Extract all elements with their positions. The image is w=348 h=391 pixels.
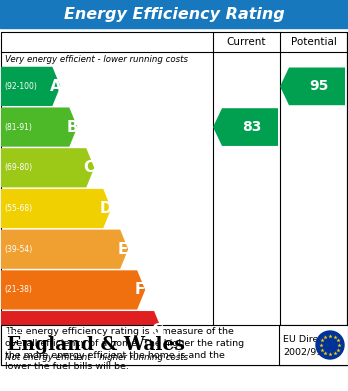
Text: (1-20): (1-20) (4, 326, 27, 335)
Text: (21-38): (21-38) (4, 285, 32, 294)
Polygon shape (1, 311, 162, 350)
Bar (279, 325, 348, 365)
Text: (92-100): (92-100) (4, 82, 37, 91)
Text: EU Directive: EU Directive (283, 334, 341, 344)
Text: Energy Efficiency Rating: Energy Efficiency Rating (64, 7, 284, 22)
Text: (69-80): (69-80) (4, 163, 32, 172)
Text: Not energy efficient - higher running costs: Not energy efficient - higher running co… (5, 353, 188, 362)
Polygon shape (1, 148, 94, 187)
Text: 95: 95 (309, 79, 329, 93)
Text: (55-68): (55-68) (4, 204, 32, 213)
Text: 83: 83 (242, 120, 262, 134)
Text: F: F (135, 282, 145, 298)
Polygon shape (1, 108, 77, 147)
Text: England & Wales: England & Wales (7, 336, 185, 354)
Text: Very energy efficient - lower running costs: Very energy efficient - lower running co… (5, 54, 188, 63)
Text: Potential: Potential (291, 37, 337, 47)
Polygon shape (280, 68, 345, 105)
Text: Current: Current (227, 37, 266, 47)
Bar (0, 0, 348, 28)
Bar (1, 325, 347, 365)
Polygon shape (1, 189, 111, 228)
Text: B: B (66, 120, 78, 135)
Text: (81-91): (81-91) (4, 122, 32, 131)
Polygon shape (1, 270, 145, 310)
Text: (39-54): (39-54) (4, 245, 32, 254)
Text: 2002/91/EC: 2002/91/EC (283, 348, 338, 357)
Text: The energy efficiency rating is a measure of the
overall efficiency of a home. T: The energy efficiency rating is a measur… (5, 327, 244, 371)
Text: A: A (49, 79, 61, 94)
Text: G: G (151, 323, 163, 338)
Polygon shape (1, 67, 60, 106)
Circle shape (316, 331, 344, 359)
Bar (1, 32, 347, 365)
Text: E: E (118, 242, 128, 257)
Text: D: D (100, 201, 112, 216)
Polygon shape (213, 108, 278, 146)
Polygon shape (1, 230, 128, 269)
Text: C: C (84, 160, 95, 175)
